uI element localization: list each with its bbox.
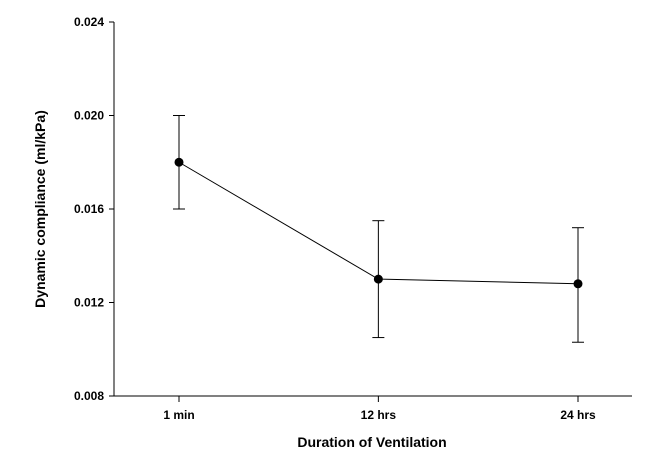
y-tick-label: 0.016 [74, 202, 104, 216]
y-tick-label: 0.024 [74, 15, 104, 29]
x-tick-label: 24 hrs [560, 408, 596, 422]
x-axis-title: Duration of Ventilation [297, 434, 446, 450]
data-point [373, 274, 383, 284]
x-tick-label: 12 hrs [361, 408, 397, 422]
x-tick-label: 1 min [163, 408, 194, 422]
y-axis-title: Dynamic compliance (ml/kPa) [32, 110, 48, 308]
y-tick-label: 0.020 [74, 109, 104, 123]
plot-area: 0.008 0.012 0.016 0.020 0.024 1 min 12 hrs 24 h… [74, 15, 632, 422]
data-point [573, 279, 583, 289]
y-tick-label: 0.012 [74, 296, 104, 310]
data-point [174, 157, 184, 167]
y-tick-label: 0.008 [74, 389, 104, 403]
